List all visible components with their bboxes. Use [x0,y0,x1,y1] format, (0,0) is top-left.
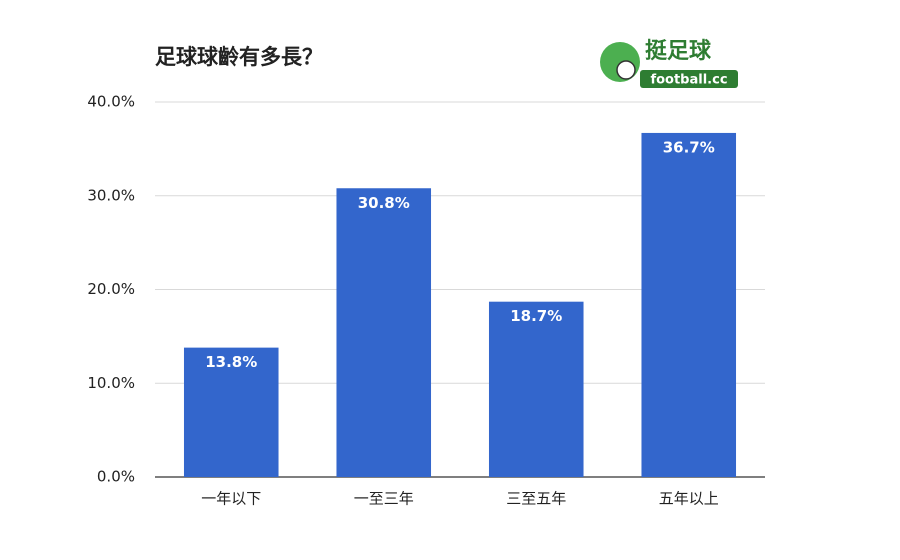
x-tick-label: 五年以上 [659,490,719,508]
bar [488,301,584,477]
logo-ball-inner [616,60,636,80]
logo-name: 挺足球 [645,39,712,64]
x-tick-label: 一年以下 [201,490,261,508]
data-label: 36.7% [663,138,715,156]
logo: 挺足球 football.cc [600,39,738,88]
y-tick-label: 0.0% [97,468,135,486]
y-tick-label: 30.0% [87,186,135,204]
y-tick-label: 20.0% [87,280,135,298]
logo-site-bg [640,70,738,88]
logo-site: football.cc [650,73,727,88]
bar [641,132,737,477]
data-label: 18.7% [510,307,562,325]
y-tick-label: 10.0% [87,374,135,392]
data-label: 13.8% [205,353,257,371]
x-tick-label: 三至五年 [506,490,566,508]
y-tick-label: 40.0% [87,93,135,111]
data-label: 30.8% [358,194,410,212]
bar [336,188,432,477]
chart-title: 足球球齡有多長？ [155,45,323,69]
bar [183,347,279,477]
x-tick-label: 一至三年 [354,490,414,508]
